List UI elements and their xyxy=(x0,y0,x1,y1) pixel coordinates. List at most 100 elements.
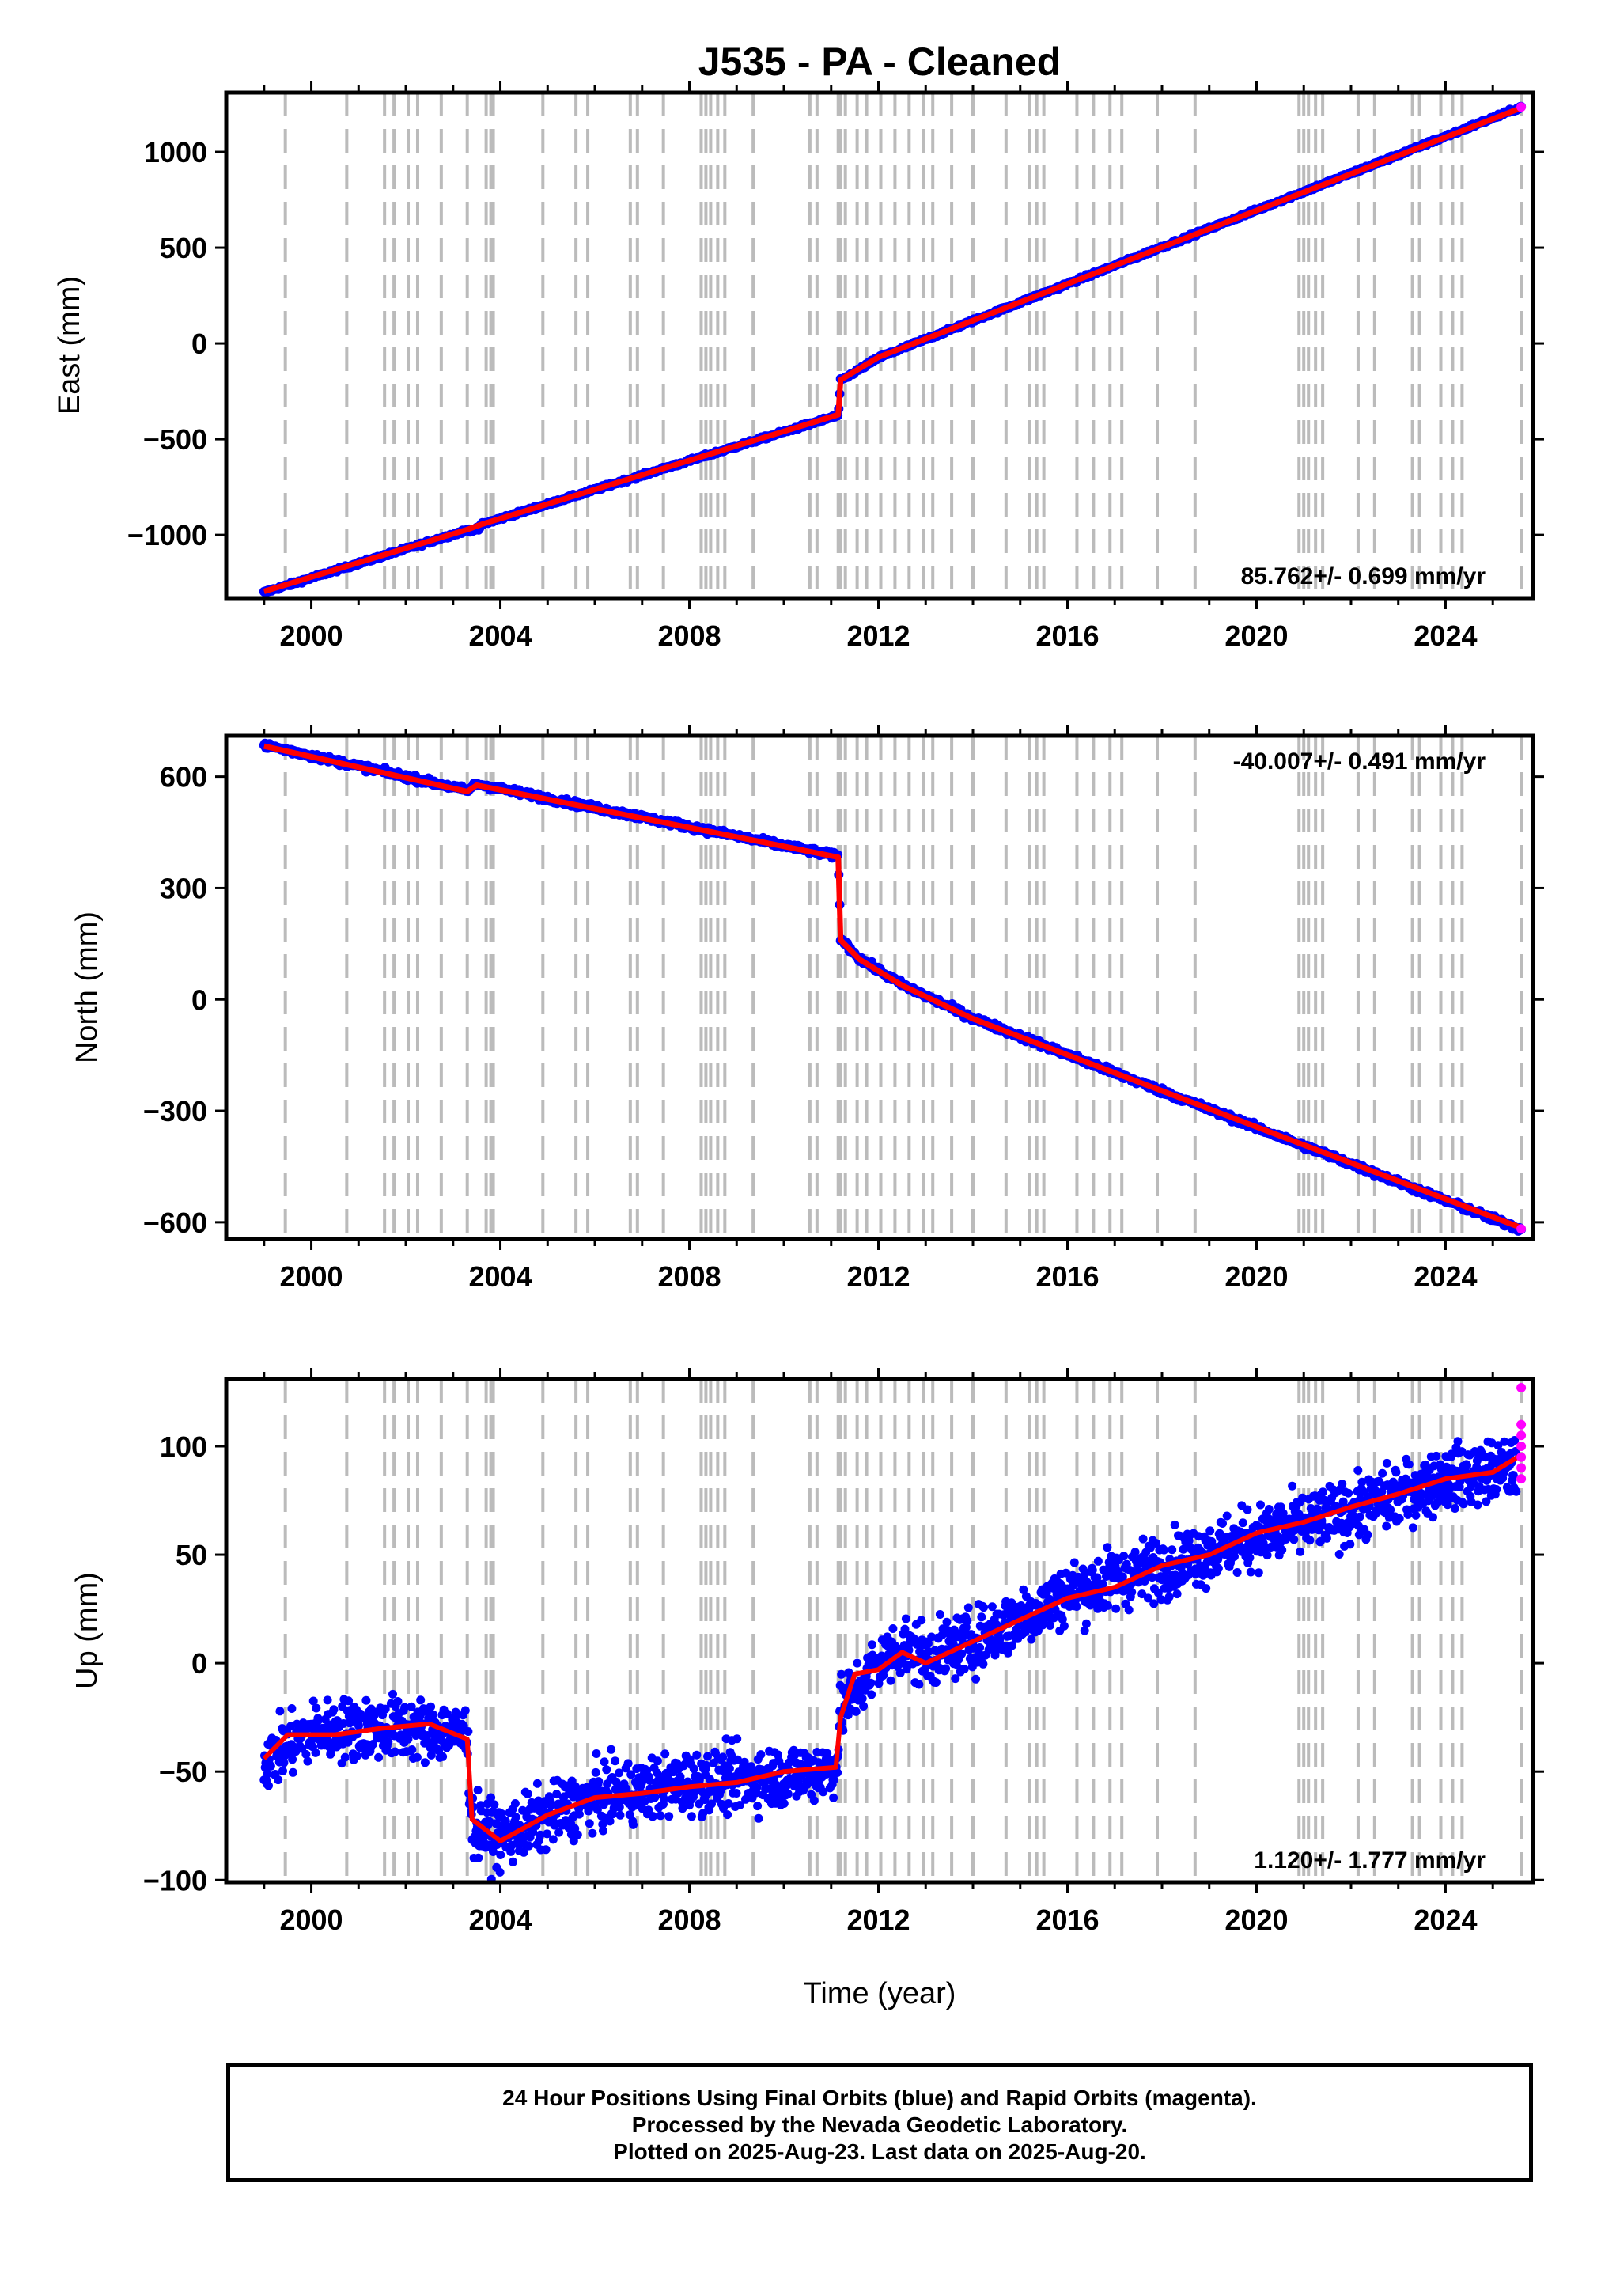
east-x-tick-label: 2024 xyxy=(1414,619,1477,652)
up-final-orbit-points xyxy=(354,1721,363,1730)
up-final-orbit-points xyxy=(963,1603,973,1612)
up-final-orbit-points xyxy=(1238,1518,1247,1528)
east-y-axis-title: East (mm) xyxy=(53,276,86,415)
up-final-orbit-points xyxy=(1111,1604,1121,1613)
up-final-orbit-points xyxy=(756,1750,766,1760)
up-final-orbit-points xyxy=(1140,1577,1149,1586)
up-final-orbit-points xyxy=(288,1767,297,1777)
up-final-orbit-points xyxy=(886,1676,895,1685)
east-panel: 2000 2004 2008 2012 2016 2020 2024−1000−500050… xyxy=(53,81,1544,652)
up-final-orbit-points xyxy=(857,1694,867,1703)
up-final-orbit-points xyxy=(1072,1602,1081,1611)
up-final-orbit-points xyxy=(1160,1545,1169,1555)
north-y-tick-label: 600 xyxy=(160,761,207,794)
up-final-orbit-points xyxy=(301,1749,311,1759)
up-final-orbit-points xyxy=(1149,1599,1159,1608)
up-final-orbit-points xyxy=(519,1847,528,1857)
up-final-orbit-points xyxy=(524,1841,534,1851)
east-y-tick-label: 1000 xyxy=(144,136,207,169)
up-final-orbit-points xyxy=(400,1703,410,1712)
up-panel: 2000 2004 2008 2012 2016 2020 2024−100−5005010… xyxy=(70,1368,1544,1936)
up-final-orbit-points xyxy=(1153,1588,1163,1597)
up-final-orbit-points xyxy=(388,1689,397,1699)
up-final-orbit-points xyxy=(752,1783,762,1792)
up-final-orbit-points xyxy=(1080,1626,1089,1635)
up-final-orbit-points xyxy=(489,1847,498,1856)
up-final-orbit-points xyxy=(1232,1568,1242,1577)
up-final-orbit-points xyxy=(702,1760,711,1770)
up-final-orbit-points xyxy=(853,1658,862,1668)
up-final-orbit-points xyxy=(426,1750,436,1760)
up-final-orbit-points xyxy=(957,1649,967,1658)
up-final-orbit-points xyxy=(585,1819,594,1828)
up-final-orbit-points xyxy=(464,1727,473,1736)
up-final-orbit-points xyxy=(311,1748,320,1757)
up-final-orbit-points xyxy=(1020,1627,1030,1637)
up-final-orbit-points xyxy=(574,1809,584,1819)
up-final-orbit-points xyxy=(615,1768,624,1778)
up-final-orbit-points xyxy=(384,1737,393,1747)
up-final-orbit-points xyxy=(1288,1481,1297,1491)
up-final-orbit-points xyxy=(979,1603,989,1612)
up-final-orbit-points xyxy=(1386,1505,1395,1514)
up-final-orbit-points xyxy=(438,1752,448,1761)
up-final-orbit-points xyxy=(1378,1468,1387,1478)
up-final-orbit-points xyxy=(569,1836,578,1846)
up-final-orbit-points xyxy=(1148,1573,1157,1582)
up-final-orbit-points xyxy=(429,1710,437,1719)
up-final-orbit-points xyxy=(754,1813,763,1823)
up-final-orbit-points xyxy=(496,1851,505,1859)
up-final-orbit-points xyxy=(626,1770,636,1779)
up-final-orbit-points xyxy=(1254,1568,1263,1578)
up-final-orbit-points xyxy=(888,1624,898,1633)
up-final-orbit-points xyxy=(600,1757,609,1767)
north-x-tick-label: 2020 xyxy=(1224,1260,1288,1293)
up-final-orbit-points xyxy=(1338,1480,1347,1489)
up-final-orbit-points xyxy=(978,1659,988,1669)
east-x-tick-label: 2004 xyxy=(468,619,532,652)
up-final-orbit-points xyxy=(895,1669,905,1677)
up-final-orbit-points xyxy=(1058,1615,1067,1624)
up-final-orbit-points xyxy=(703,1752,712,1761)
up-final-orbit-points xyxy=(615,1810,625,1820)
up-final-orbit-points xyxy=(1245,1553,1255,1563)
up-final-orbit-points xyxy=(1207,1536,1217,1546)
up-final-orbit-points xyxy=(1218,1519,1227,1528)
up-final-orbit-points xyxy=(779,1799,789,1808)
up-final-orbit-points xyxy=(602,1765,611,1775)
north-x-tick-label: 2000 xyxy=(279,1260,343,1293)
chart-title: J535 - PA - Cleaned xyxy=(698,40,1062,84)
up-final-orbit-points xyxy=(1334,1550,1344,1559)
up-final-orbit-points xyxy=(1353,1466,1363,1475)
up-final-orbit-points xyxy=(511,1813,520,1822)
up-final-orbit-points xyxy=(611,1756,620,1766)
up-final-orbit-points xyxy=(523,1789,532,1798)
north-rate-label: -40.007+/- 0.491 mm/yr xyxy=(1233,748,1486,775)
east-x-tick-label: 2012 xyxy=(846,619,910,652)
up-final-orbit-points xyxy=(536,1830,545,1839)
north-y-tick-label: −300 xyxy=(143,1095,207,1127)
north-panel: 2000 2004 2008 2012 2016 2020 2024−600−3000300… xyxy=(70,725,1544,1293)
up-final-orbit-points xyxy=(303,1756,312,1766)
up-final-orbit-points xyxy=(288,1755,297,1764)
up-final-orbit-points xyxy=(977,1612,986,1622)
up-final-orbit-points xyxy=(851,1707,861,1716)
north-rapid-orbit-points xyxy=(1516,1224,1527,1234)
up-final-orbit-points xyxy=(959,1665,969,1673)
up-final-orbit-points xyxy=(369,1740,377,1749)
up-final-orbit-points xyxy=(1382,1458,1391,1468)
up-final-orbit-points xyxy=(1144,1593,1152,1603)
up-final-orbit-points xyxy=(732,1734,742,1744)
up-final-orbit-points xyxy=(420,1758,430,1767)
up-final-orbit-points xyxy=(1322,1533,1331,1543)
up-final-orbit-points xyxy=(975,1643,985,1652)
up-final-orbit-points xyxy=(1222,1511,1232,1521)
up-final-orbit-points xyxy=(274,1775,283,1785)
up-final-orbit-points xyxy=(495,1867,505,1877)
up-final-orbit-points xyxy=(690,1787,699,1797)
up-final-orbit-points xyxy=(707,1799,716,1809)
up-plot-area xyxy=(259,1383,1527,1882)
up-final-orbit-points xyxy=(644,1805,653,1815)
up-final-orbit-points xyxy=(914,1680,924,1689)
up-final-orbit-points xyxy=(329,1705,339,1714)
